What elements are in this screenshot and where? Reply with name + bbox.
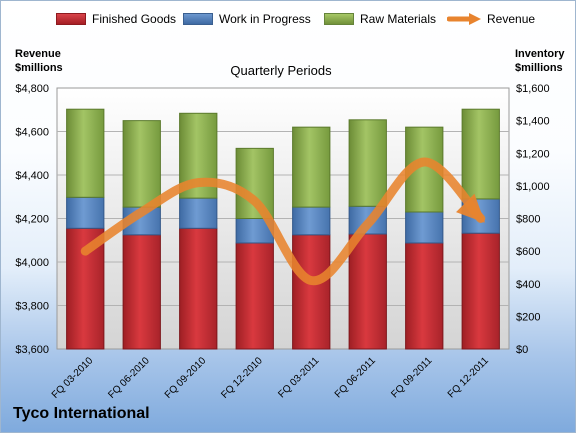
bar-finished-goods [179, 227, 218, 350]
bar-work-in-progress [179, 197, 218, 229]
bar-work-in-progress [66, 196, 105, 229]
legend-label-work-in-progress: Work in Progress [219, 12, 311, 26]
x-tick-label: FQ 09-2011 [389, 355, 434, 400]
revenue-line-group [80, 157, 486, 285]
right-tick-label: $800 [516, 214, 540, 226]
legend-swatch-raw-materials [324, 13, 354, 25]
bar-raw-materials [122, 120, 161, 208]
x-tick-label: FQ 06-2011 [333, 355, 378, 400]
bar-finished-goods [405, 242, 444, 350]
bar-raw-materials [235, 147, 274, 219]
right-tick-label: $1,600 [516, 83, 550, 95]
right-axis-title-line1: Inventory [515, 48, 565, 60]
right-tick-label: $600 [516, 246, 540, 258]
right-axis-title-line2: $millions [515, 62, 563, 74]
legend-item-work-in-progress: Work in Progress [183, 12, 311, 26]
bars-group [66, 108, 500, 350]
left-tick-label: $4,400 [15, 170, 49, 182]
x-tick-label: FQ 09-2010 [163, 355, 209, 401]
bar-raw-materials [66, 108, 105, 198]
legend-item-finished-goods: Finished Goods [56, 12, 176, 26]
left-tick-label: $4,200 [15, 214, 49, 226]
chart-title: Quarterly Periods [230, 63, 332, 78]
bar-raw-materials [292, 126, 331, 208]
left-axis-title-line2: $millions [15, 62, 63, 74]
right-tick-label: $1,400 [516, 116, 550, 128]
bar-finished-goods [235, 242, 274, 350]
right-tick-label: $1,000 [516, 181, 550, 193]
bar-finished-goods [461, 232, 500, 350]
left-tick-label: $4,600 [15, 127, 49, 139]
left-tick-label: $4,000 [15, 257, 49, 269]
left-tick-label: $3,600 [15, 344, 49, 356]
revenue-arrowhead [456, 193, 485, 223]
x-tick-label: FQ 06-2010 [106, 355, 152, 401]
left-tick-label: $3,800 [15, 301, 49, 313]
right-axis-title: Inventory $millions [515, 47, 565, 75]
x-axis-ticks: FQ 03-2010 FQ 06-2010 FQ 09-2010 FQ 12-2010… [50, 355, 491, 401]
x-tick-label: FQ 03-2011 [276, 355, 321, 400]
bar-work-in-progress [292, 206, 331, 236]
bar-raw-materials [348, 119, 387, 207]
bar-finished-goods [122, 234, 161, 350]
legend-label-revenue: Revenue [487, 12, 536, 26]
left-axis-title: Revenue $millions [15, 47, 63, 75]
left-tick-label: $4,800 [15, 83, 49, 95]
right-tick-label: $400 [516, 279, 540, 291]
right-tick-label: $0 [516, 344, 528, 356]
x-tick-label: FQ 03-2010 [50, 355, 96, 401]
legend-item-revenue: Revenue [447, 12, 535, 26]
legend: Finished Goods Work in Progress Raw Mate… [1, 12, 575, 34]
left-axis-ticks: $3,600 $3,800 $4,000 $4,200 $4,400 $4,600 $4,8… [15, 83, 49, 356]
legend-item-raw-materials: Raw Materials [324, 12, 436, 26]
revenue-line [80, 157, 486, 285]
bar-finished-goods [292, 234, 331, 350]
legend-swatch-finished-goods [56, 13, 86, 25]
bar-raw-materials [461, 108, 500, 200]
bar-work-in-progress [405, 211, 444, 244]
company-name: Tyco International [13, 405, 150, 422]
x-tick-label: FQ 12-2011 [446, 355, 491, 400]
legend-revenue-arrow-icon [447, 13, 481, 25]
legend-label-raw-materials: Raw Materials [360, 12, 437, 26]
legend-swatch-work-in-progress [183, 13, 213, 25]
legend-label-finished-goods: Finished Goods [92, 12, 177, 26]
x-tick-label: FQ 12-2010 [219, 355, 265, 401]
left-axis-title-line1: Revenue [15, 48, 61, 60]
right-tick-label: $200 [516, 311, 540, 323]
right-tick-label: $1,200 [516, 148, 550, 160]
right-axis-ticks: $0 $200 $400 $600 $800 $1,000 $1,200 $1,400 $1,6… [516, 83, 550, 356]
bar-finished-goods [348, 233, 387, 350]
